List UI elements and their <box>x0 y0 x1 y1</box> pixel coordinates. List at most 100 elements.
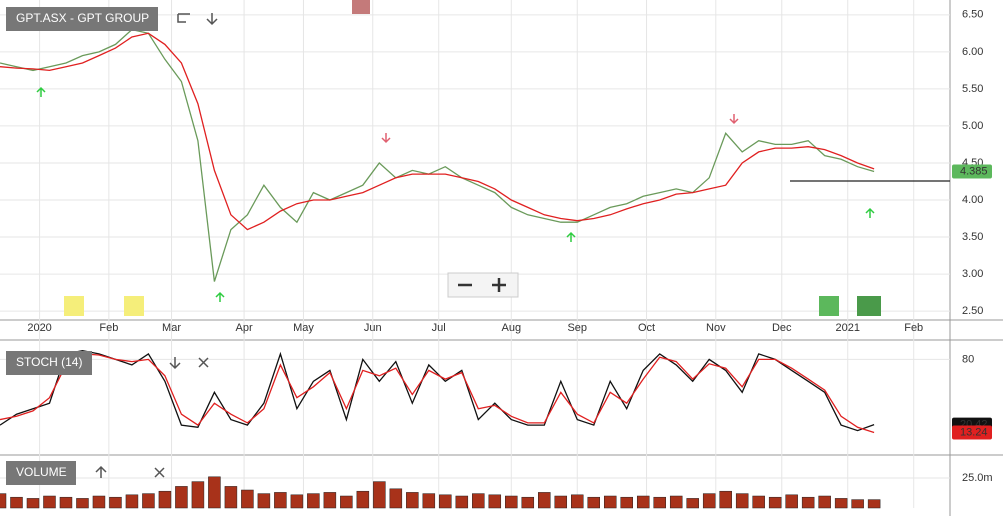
x-tick-label: Jul <box>432 322 446 334</box>
volume-bar <box>158 490 172 509</box>
signal-arrows <box>36 86 875 302</box>
volume-bar <box>752 495 765 509</box>
volume-bar <box>636 495 650 509</box>
panel-icons <box>95 13 218 478</box>
event-marker[interactable] <box>819 296 839 316</box>
series-line <box>0 350 875 432</box>
volume-bar <box>142 493 155 509</box>
volume-bar <box>669 495 683 509</box>
x-tick-label: Nov <box>706 322 726 334</box>
volume-bar <box>406 492 419 509</box>
x-tick-label: Apr <box>236 322 253 334</box>
volume-bar <box>257 493 271 509</box>
down-icon[interactable] <box>206 13 218 26</box>
volume-bar <box>10 496 23 509</box>
x-tick-label: Feb <box>99 322 118 334</box>
y-tick-label: 80 <box>962 353 974 365</box>
x-tick-label: 2021 <box>836 322 860 334</box>
event-marker[interactable] <box>857 296 881 316</box>
y-tick-label: 6.00 <box>962 46 983 58</box>
volume-bar <box>26 498 40 509</box>
volume-bar <box>653 496 666 509</box>
volume-bar <box>43 495 56 509</box>
volume-bar <box>76 498 89 509</box>
volume-bar <box>472 493 485 509</box>
volume-bar <box>307 493 320 509</box>
y-tick-label: 5.00 <box>962 120 983 132</box>
x-tick-label: Mar <box>162 322 181 334</box>
x-tick-label: Oct <box>638 322 655 334</box>
volume-bar <box>801 496 815 509</box>
up-icon[interactable] <box>95 465 107 478</box>
panel-title: VOLUME <box>16 465 67 479</box>
zoom-in[interactable] <box>492 278 506 292</box>
volume-bar <box>851 499 864 509</box>
volume-bar <box>125 494 139 509</box>
y-tick-label: 3.50 <box>962 231 983 243</box>
volume-bar <box>834 498 848 509</box>
volume-bar <box>439 494 452 509</box>
volume-bar <box>719 490 732 509</box>
series-line <box>0 32 875 231</box>
volume-bar <box>488 494 502 509</box>
down-icon[interactable] <box>169 357 181 370</box>
volume-bar <box>571 494 584 509</box>
y-tick-label: 25.0m <box>962 472 993 484</box>
close-icon[interactable] <box>198 357 209 368</box>
volume-bar <box>538 492 551 509</box>
title-box <box>6 461 76 485</box>
volume-bar <box>92 495 106 509</box>
volume-bar <box>224 486 238 509</box>
volume-bar <box>241 489 254 509</box>
value-label: 4.385 <box>960 165 988 177</box>
volume-bar <box>867 499 881 509</box>
x-tick-label: Feb <box>904 322 923 334</box>
volume-bar <box>521 496 535 509</box>
y-tick-label: 6.50 <box>962 9 983 21</box>
x-tick-label: May <box>293 322 314 334</box>
x-tick-label: Aug <box>501 322 521 334</box>
volume-bar <box>603 495 617 509</box>
y-tick-label: 5.50 <box>962 83 983 95</box>
expand-icon[interactable] <box>177 13 190 23</box>
volume-bar <box>686 498 699 509</box>
volume-bar <box>818 495 831 509</box>
event-marker[interactable] <box>352 0 370 14</box>
volume-bar <box>587 496 600 509</box>
volume-bar <box>274 492 287 509</box>
volume-bar <box>422 493 436 509</box>
value-label: 13.24 <box>960 426 988 438</box>
volume-bar <box>175 486 188 509</box>
close-icon[interactable] <box>154 467 165 478</box>
volume-bar <box>735 493 749 509</box>
marks: 2.503.003.504.004.505.005.506.006.502020… <box>0 0 993 509</box>
value-badge <box>952 164 992 179</box>
volume-bar <box>702 493 716 509</box>
y-tick-label: 2.50 <box>962 305 983 317</box>
volume-bar <box>208 476 221 509</box>
volume-bar <box>323 492 337 509</box>
volume-bar <box>455 495 469 509</box>
volume-bar <box>356 490 370 509</box>
volume-bar <box>785 494 798 509</box>
volume-bar <box>373 481 386 509</box>
note-marker[interactable] <box>64 296 84 316</box>
x-tick-label: 2020 <box>27 322 51 334</box>
volume-bar <box>290 494 304 509</box>
x-tick-label: Sep <box>567 322 587 334</box>
title-box <box>6 7 158 31</box>
volume-bar <box>554 495 568 509</box>
y-tick-label: 4.00 <box>962 194 983 206</box>
title-box <box>6 351 92 375</box>
volume-bar <box>340 495 353 509</box>
series-line <box>0 28 875 282</box>
volume-bar <box>109 496 122 509</box>
note-marker[interactable] <box>124 296 144 316</box>
value-badge <box>952 425 992 440</box>
x-tick-label: Jun <box>364 322 382 334</box>
volume-bar <box>59 496 73 509</box>
volume-bar <box>0 493 7 509</box>
volume-bar <box>191 481 205 509</box>
volume-bar <box>768 496 782 509</box>
